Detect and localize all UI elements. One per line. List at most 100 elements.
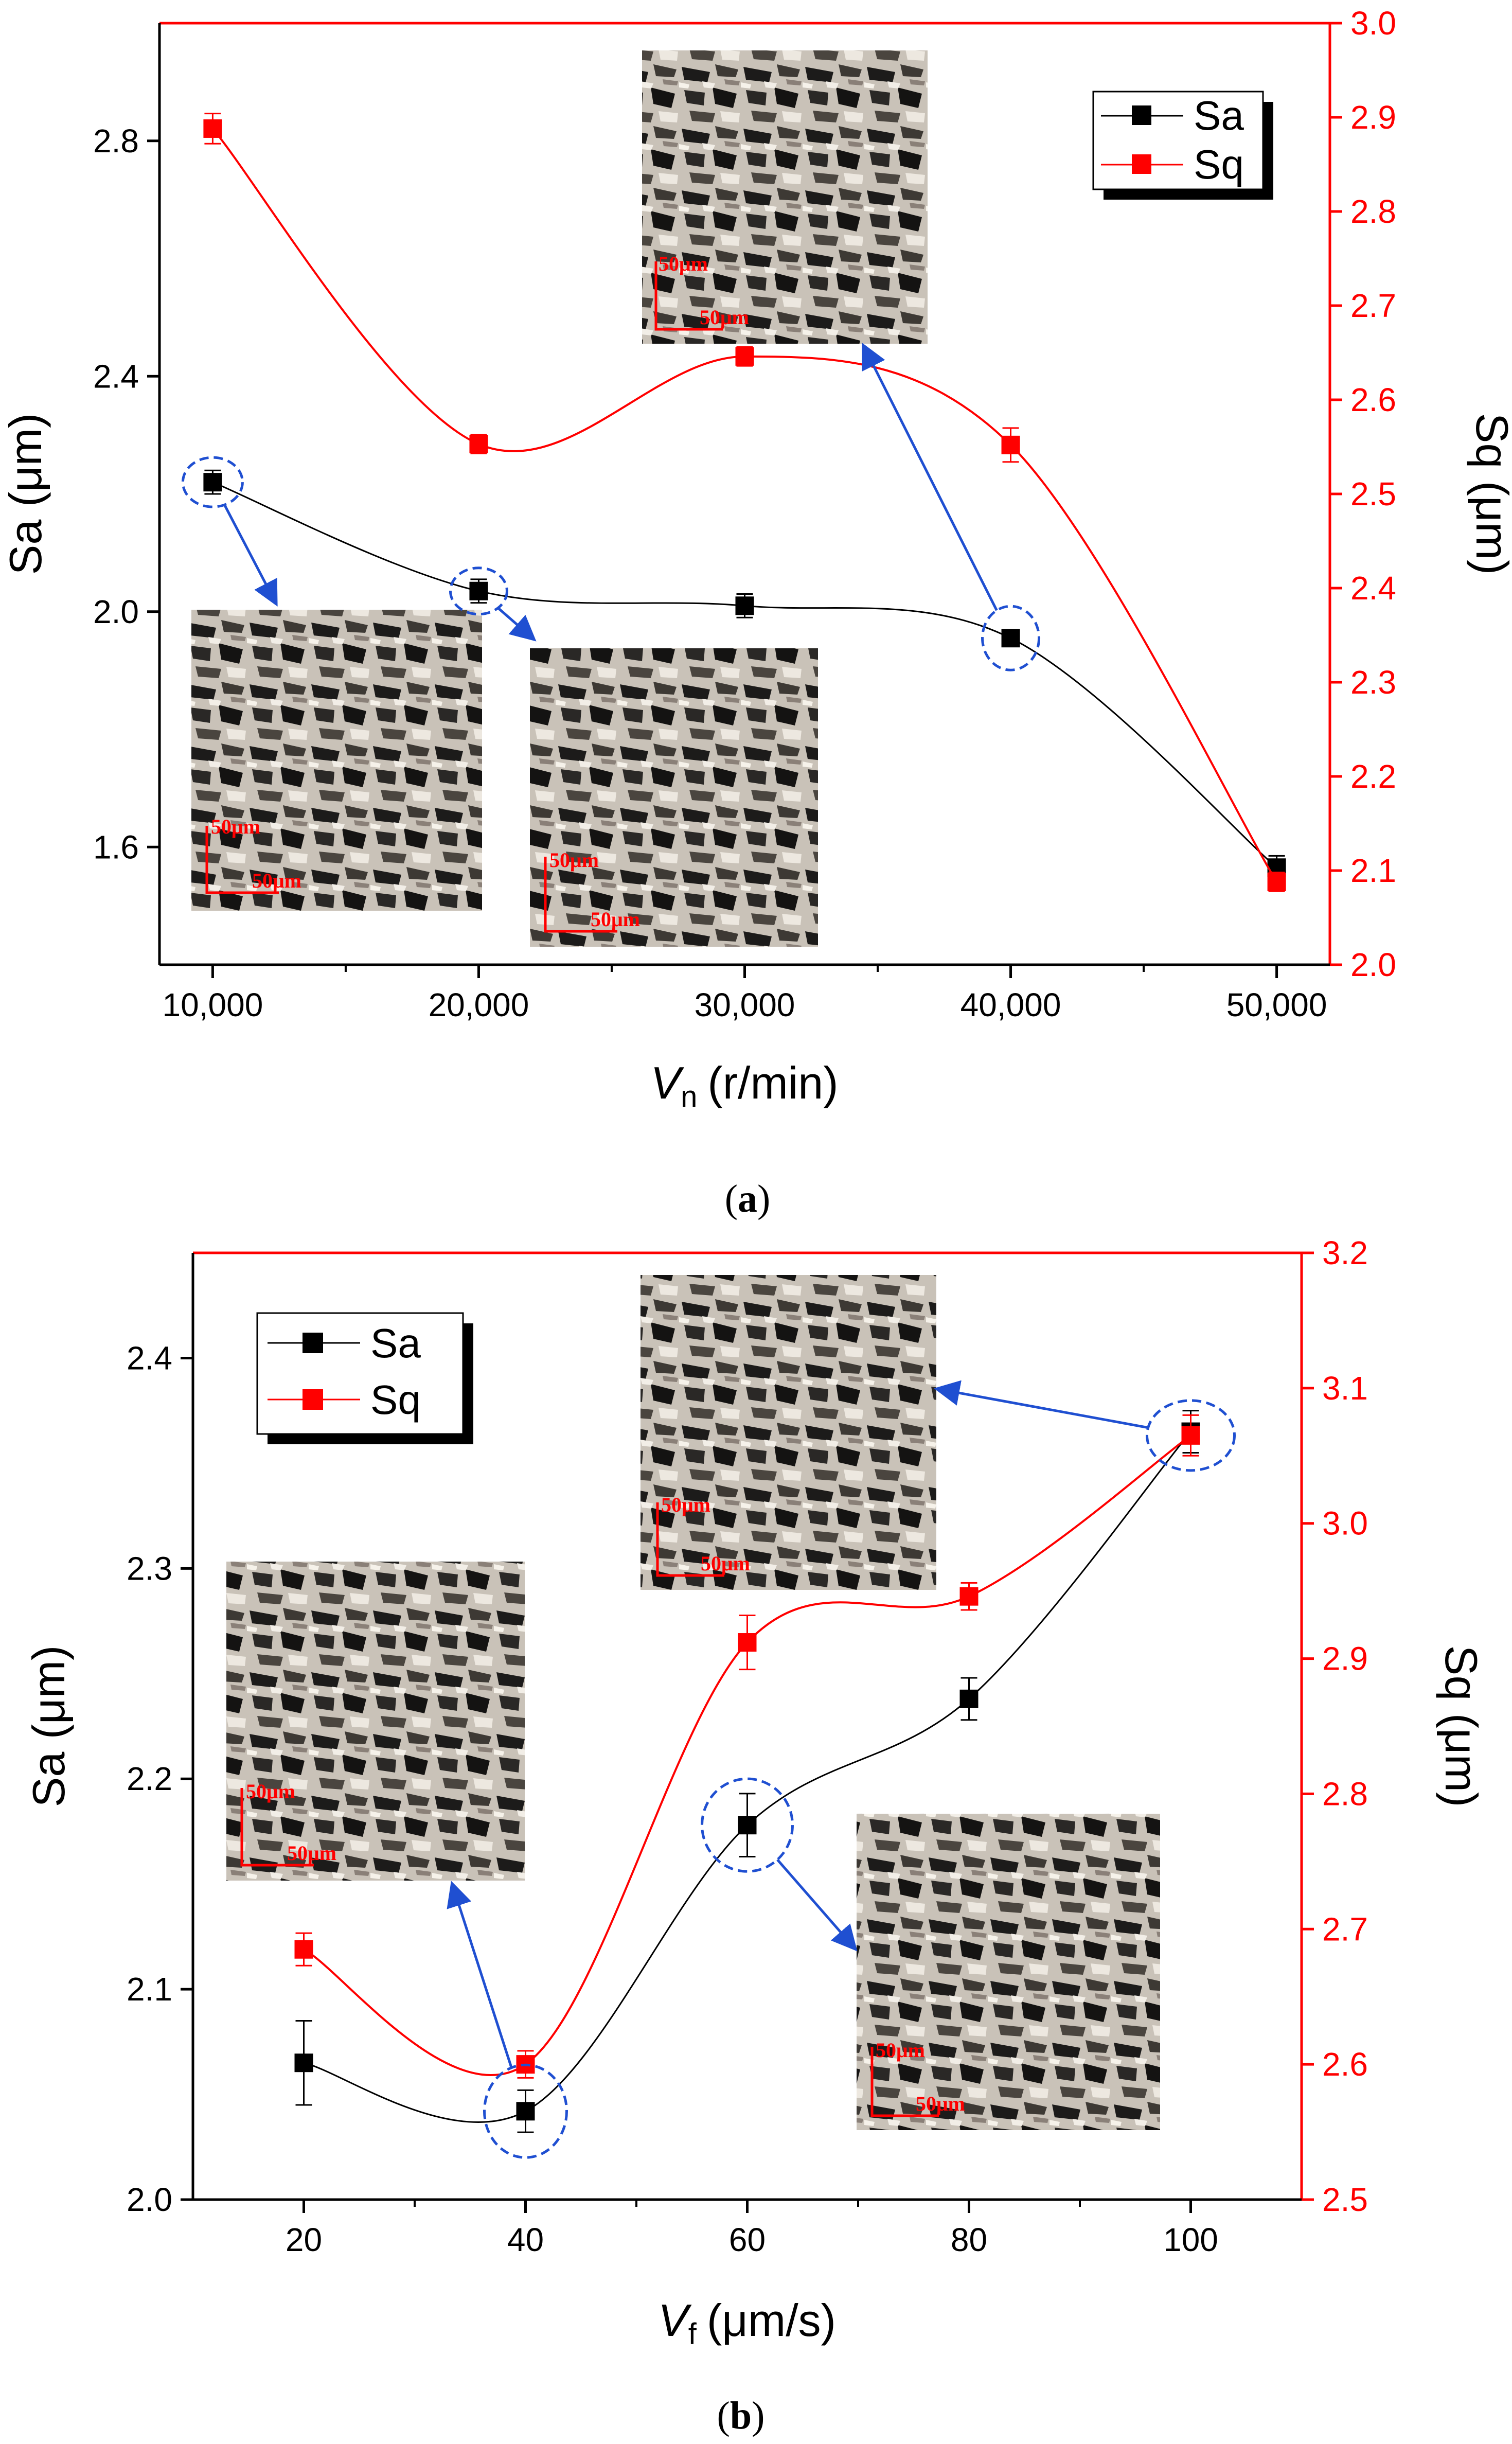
data-point-sa (735, 596, 754, 615)
micrograph-inset-10000: 50μm 50μm (191, 610, 482, 911)
panel-a-left-ticks: 1.6 2.0 2.4 2.8 (93, 122, 159, 865)
callout-arrow (862, 343, 998, 611)
x-axis-unit: (μm/s) (707, 2295, 836, 2346)
data-point-sq (1181, 1426, 1200, 1445)
y-tick-label: 1.6 (93, 828, 139, 865)
highlight-ellipse (981, 605, 1041, 671)
y2-tick-label: 2.2 (1350, 758, 1396, 795)
callout-arrow (447, 1881, 513, 2068)
data-point-sq (469, 435, 488, 454)
highlight-ellipse (483, 2063, 568, 2159)
legend-label-sq: Sq (1194, 141, 1244, 187)
y-tick-label: 2.3 (127, 1550, 172, 1587)
scale-bar-label: 50μm (246, 1780, 295, 1803)
scale-bar-label: 50μm (700, 306, 749, 329)
data-point-sq (738, 1633, 757, 1652)
panel-b-x-ticks: 20 40 60 80 100 (286, 2200, 1218, 2258)
x-tick-label: 10,000 (163, 986, 263, 1023)
scale-bar-label: 50μm (661, 1493, 710, 1516)
panel-a-x-axis-title: Vn (r/min) (650, 1057, 838, 1113)
y-tick-label: 2.0 (127, 2181, 172, 2218)
panel-a-series (203, 113, 1286, 892)
y2-tick-label: 2.1 (1350, 852, 1396, 889)
series-line-sq (303, 1434, 1191, 2076)
panel-b-right-ticks: 2.5 2.6 2.7 2.8 2.9 3.0 3.1 3.2 (1302, 1234, 1368, 2218)
data-point-sq (735, 347, 754, 366)
y2-tick-label: 2.9 (1322, 1640, 1368, 1677)
y2-tick-label: 2.5 (1322, 2181, 1368, 2218)
y2-tick-label: 2.6 (1322, 2046, 1368, 2083)
x-tick-label: 80 (951, 2221, 987, 2258)
scale-bar-label: 50μm (591, 908, 640, 931)
highlight-ellipse (181, 456, 244, 508)
legend-marker-sq (1132, 154, 1151, 174)
x-tick-label: 30,000 (695, 986, 795, 1023)
micrograph-inset-40000: 50μm 50μm (642, 50, 928, 344)
y2-tick-label: 2.0 (1350, 946, 1396, 983)
y2-tick-label: 2.9 (1350, 99, 1396, 136)
data-point-sa (959, 1689, 979, 1708)
data-point-sq (294, 1940, 313, 1959)
panel-b-x-axis-title: Vf (μm/s) (658, 2295, 836, 2351)
y2-tick-label: 2.7 (1350, 287, 1396, 324)
highlight-ellipse (701, 1777, 794, 1873)
panel-b-caption: (b) (717, 2394, 765, 2437)
x-axis-subscript: f (688, 2317, 697, 2351)
series-line-sa (212, 481, 1277, 869)
y-tick-label: 2.4 (93, 358, 139, 395)
y-tick-label: 2.4 (127, 1339, 172, 1376)
data-point-sq (1001, 435, 1020, 454)
scale-bar-label: 50μm (659, 252, 708, 275)
y2-tick-label: 2.3 (1350, 664, 1396, 701)
data-point-sa (1001, 629, 1020, 648)
x-tick-label: 100 (1163, 2221, 1218, 2258)
y2-tick-label: 2.8 (1350, 193, 1396, 230)
scale-bar-label: 50μm (252, 869, 301, 892)
y2-tick-label: 3.1 (1322, 1370, 1368, 1407)
panel-b-callouts (447, 1380, 1236, 2159)
x-tick-label: 20 (286, 2221, 322, 2258)
panel-a-label: a (738, 1177, 757, 1220)
data-point-sq (203, 119, 222, 138)
data-point-sq (1267, 872, 1286, 891)
y-tick-label: 2.1 (127, 1971, 172, 2008)
scale-bar-label: 50μm (287, 1841, 336, 1865)
y2-tick-label: 2.6 (1350, 381, 1396, 418)
micrograph-inset-60: 50μm 50μm (857, 1814, 1160, 2130)
highlight-ellipse (449, 566, 508, 616)
panel-b-label: b (730, 2394, 752, 2437)
panel-b-legend: Sa Sq (256, 1312, 473, 1444)
data-point-sa (203, 473, 222, 492)
chart-panel-a: 1.6 2.0 2.4 2.8 2.0 2.1 2.2 2.3 2.4 2.5 2.6 2.7 2.8… (0, 5, 1512, 1220)
panel-a-callouts (181, 343, 1041, 671)
micrograph-inset-40: 50μm 50μm (226, 1562, 525, 1881)
callout-arrow (223, 504, 278, 607)
legend-marker-sq (303, 1389, 323, 1410)
panel-a-x-ticks: 10,000 20,000 30,000 40,000 50,000 (163, 965, 1327, 1023)
y2-tick-label: 3.0 (1350, 5, 1396, 42)
panel-a-legend: Sa Sq (1092, 91, 1273, 200)
x-tick-label: 40,000 (960, 986, 1061, 1023)
y2-tick-label: 3.0 (1322, 1505, 1368, 1542)
x-tick-label: 60 (729, 2221, 766, 2258)
y2-tick-label: 2.5 (1350, 475, 1396, 512)
x-tick-label: 50,000 (1226, 986, 1327, 1023)
chart-panel-b: 2.0 2.1 2.2 2.3 2.4 2.5 2.6 2.7 2.8 2.9 3.0 3.1 3.2… (23, 1234, 1487, 2437)
legend-marker-sa (303, 1333, 323, 1353)
data-point-sa (294, 2053, 313, 2073)
x-axis-symbol: V (658, 2295, 692, 2346)
x-tick-label: 40 (507, 2221, 544, 2258)
data-point-sa (516, 2102, 535, 2121)
data-point-sa (469, 581, 488, 600)
callout-arrow (934, 1380, 1149, 1429)
scale-bar-label: 50μm (916, 2092, 965, 2115)
x-axis-symbol: V (650, 1057, 684, 1108)
data-point-sa (738, 1816, 757, 1835)
scale-bar-label: 50μm (876, 2039, 925, 2062)
y2-tick-label: 2.8 (1322, 1775, 1368, 1812)
scale-bar-label: 50μm (549, 848, 599, 872)
panel-a-caption: (a) (725, 1177, 771, 1220)
panel-b-y-axis-title: Sa (μm) (23, 1645, 74, 1808)
legend-label-sa: Sa (370, 1320, 421, 1366)
